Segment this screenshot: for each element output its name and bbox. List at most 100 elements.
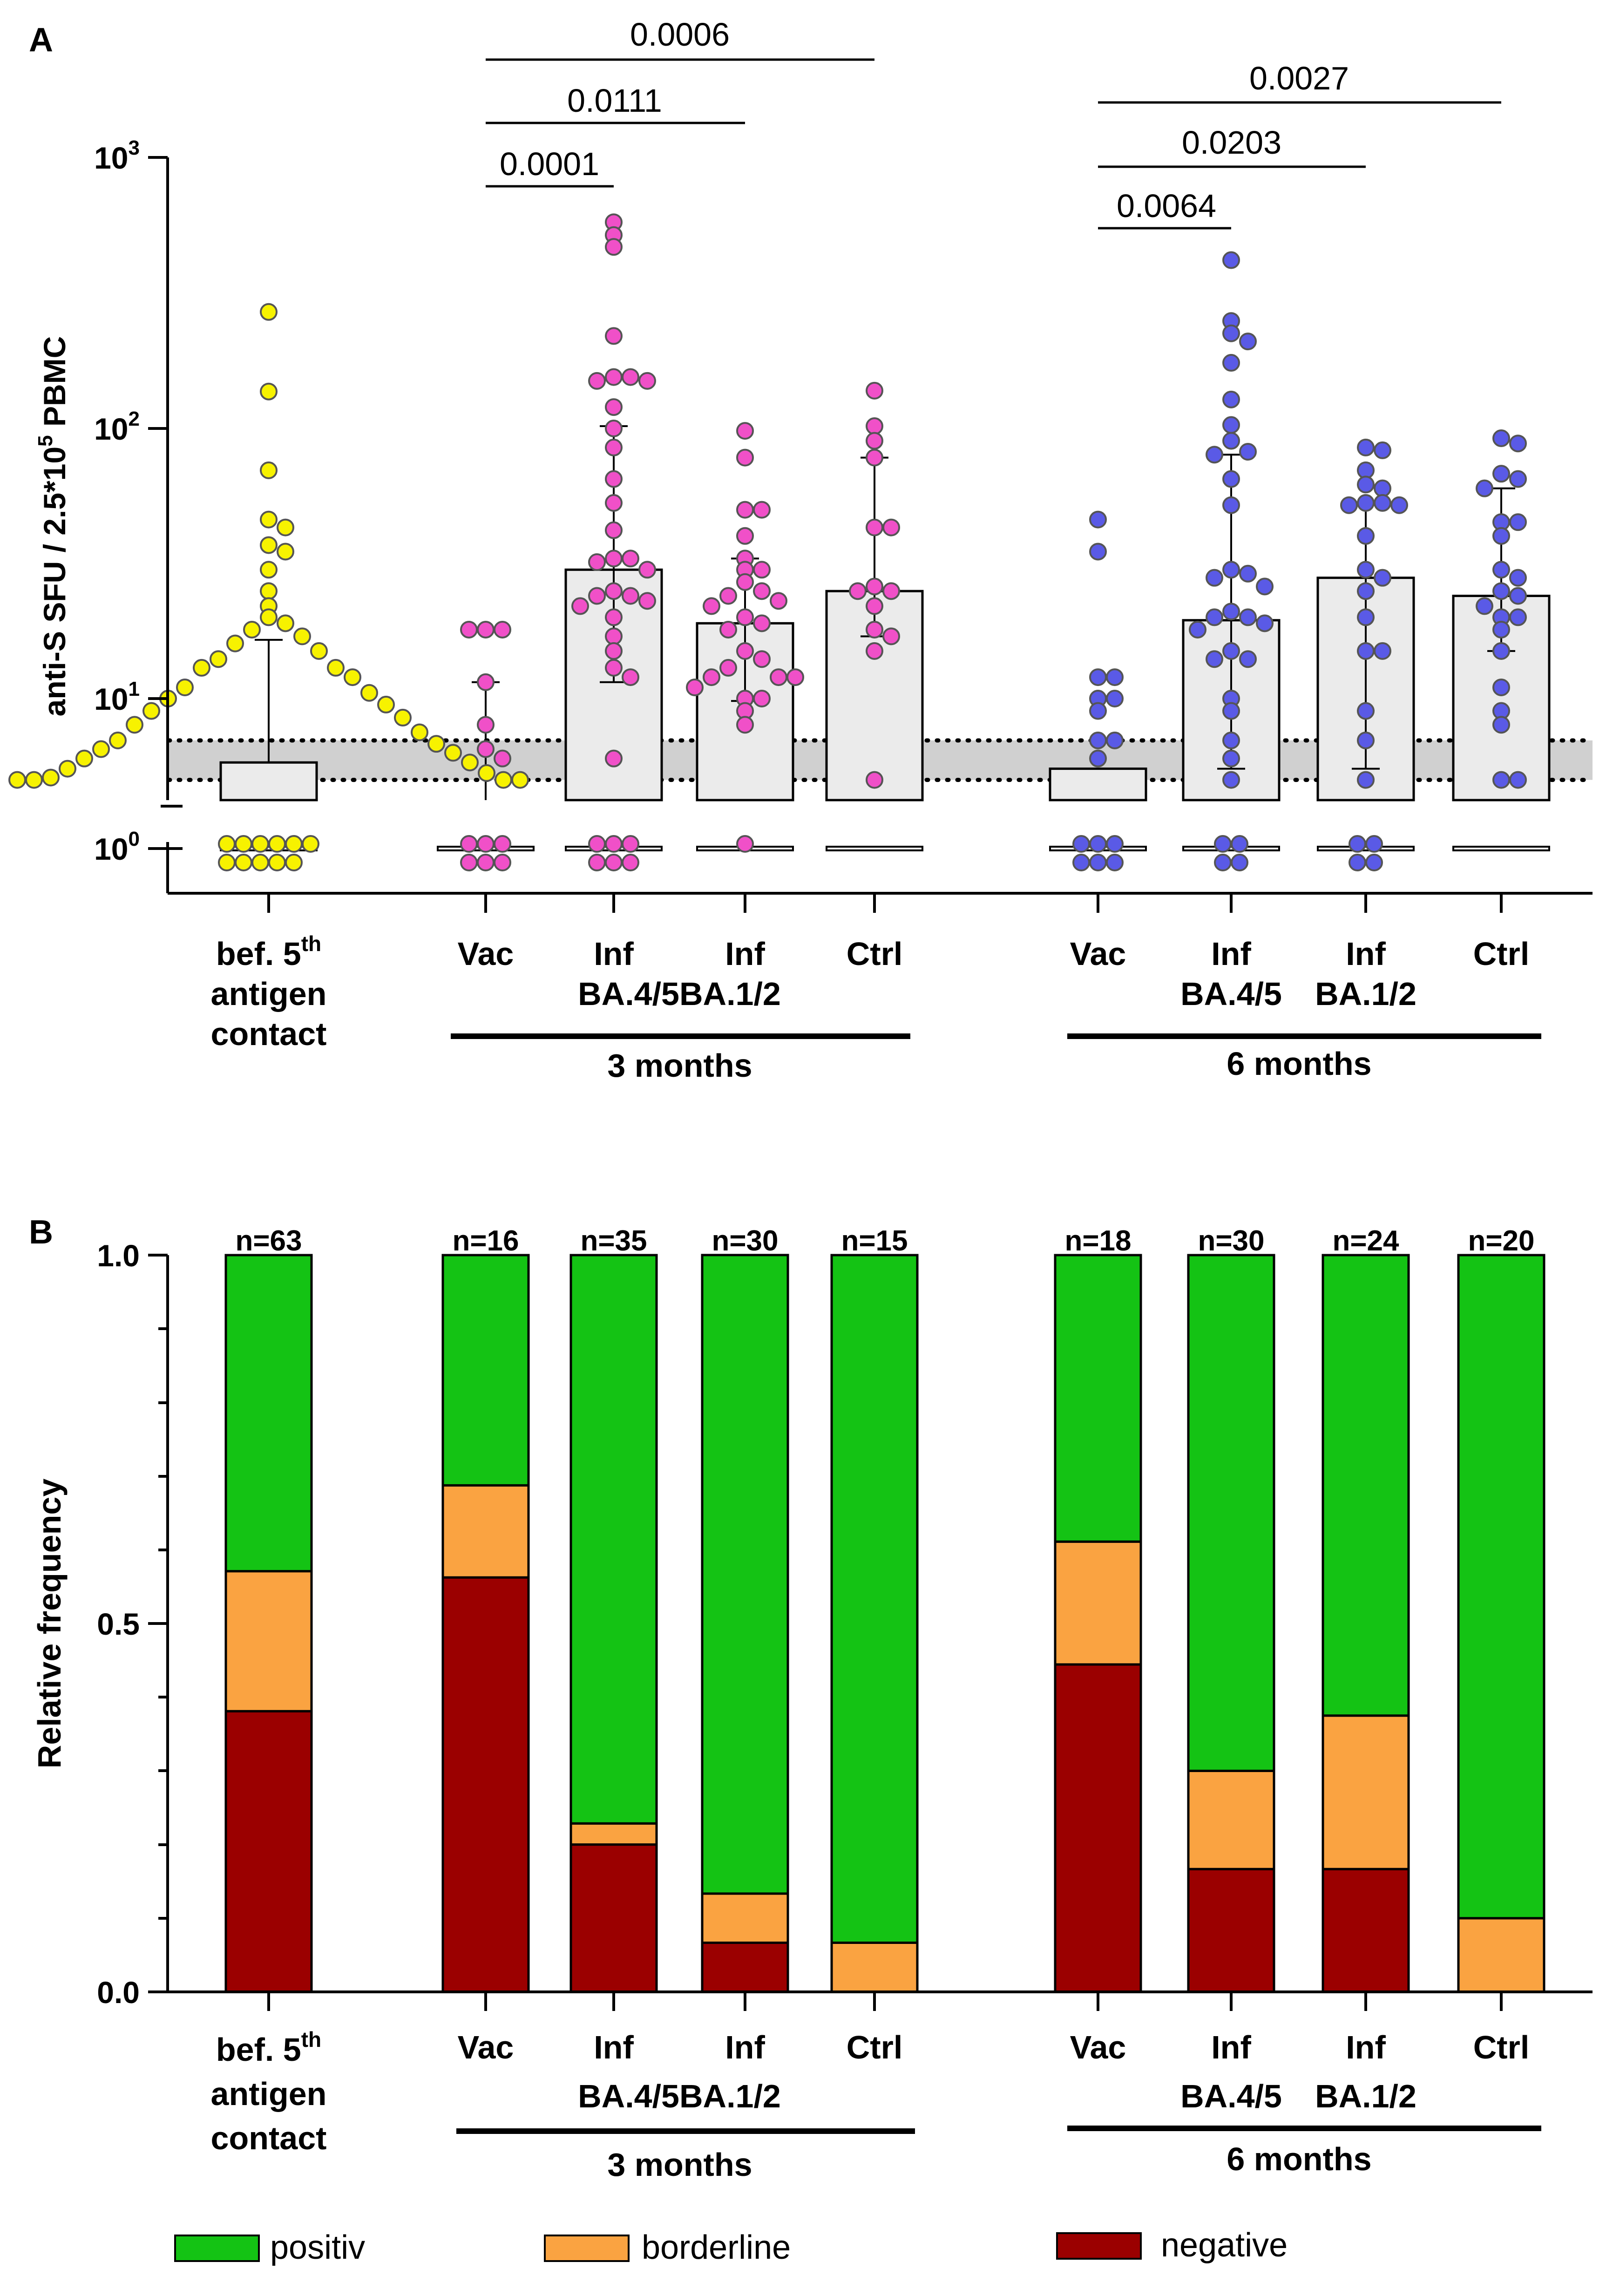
median-bar bbox=[219, 761, 318, 802]
data-point bbox=[1492, 527, 1510, 545]
zero-data-point bbox=[251, 835, 269, 853]
data-point bbox=[753, 650, 771, 668]
data-point bbox=[394, 708, 412, 727]
bar-segment-borderline bbox=[569, 1822, 658, 1846]
data-point bbox=[1492, 561, 1510, 579]
m3-inf-ba12-label: Inf bbox=[725, 936, 765, 972]
data-point bbox=[866, 642, 883, 660]
data-point bbox=[605, 494, 623, 512]
zero-bar bbox=[826, 846, 923, 851]
m3-period-label: 3 months bbox=[607, 1047, 752, 1084]
data-point bbox=[293, 627, 311, 645]
m6-period-label: 6 months bbox=[1227, 1046, 1371, 1082]
data-point bbox=[25, 771, 43, 789]
m6-vac-label: Vac bbox=[1070, 2029, 1126, 2065]
n-label: n=35 bbox=[580, 1225, 647, 1257]
zero-data-point bbox=[477, 835, 495, 853]
data-point bbox=[1492, 582, 1510, 600]
panel-b-bars bbox=[224, 1254, 1545, 1993]
data-point bbox=[622, 368, 639, 386]
bar-segment-positiv bbox=[830, 1254, 919, 1944]
data-point bbox=[1357, 438, 1375, 456]
x-ticks bbox=[267, 893, 1503, 913]
data-point bbox=[786, 668, 804, 686]
n-label: n=24 bbox=[1332, 1225, 1399, 1257]
data-point bbox=[753, 501, 771, 519]
data-point bbox=[344, 668, 361, 686]
data-point bbox=[719, 620, 737, 639]
data-point bbox=[511, 771, 529, 789]
x-ticks-b bbox=[267, 1992, 1503, 2011]
data-point bbox=[260, 461, 278, 479]
data-point bbox=[1340, 496, 1358, 514]
zero-data-point bbox=[1231, 854, 1248, 871]
data-point bbox=[494, 749, 511, 768]
data-point bbox=[605, 470, 623, 488]
data-point bbox=[736, 573, 754, 591]
zero-bar bbox=[220, 846, 318, 851]
panel-b-label: B bbox=[29, 1214, 53, 1251]
data-point bbox=[1239, 333, 1257, 351]
data-point bbox=[1357, 561, 1375, 579]
m3-inf-ba45-label: Inf bbox=[594, 936, 634, 972]
bar-segment-borderline bbox=[1054, 1540, 1142, 1666]
data-point bbox=[260, 608, 278, 626]
m3-inf-ba45-label: Inf bbox=[594, 2029, 634, 2065]
data-point bbox=[753, 614, 771, 632]
data-point bbox=[1492, 465, 1510, 483]
zero-data-point bbox=[460, 835, 478, 853]
n-label: n=15 bbox=[841, 1225, 908, 1257]
y-tick-labels-a: 103 102 101 100 bbox=[94, 136, 140, 866]
data-point bbox=[1089, 702, 1107, 720]
data-point bbox=[736, 501, 754, 519]
data-point bbox=[243, 620, 261, 639]
data-point bbox=[719, 659, 737, 677]
m3-ctrl-label: Ctrl bbox=[847, 936, 903, 972]
data-point bbox=[1492, 716, 1510, 734]
data-point bbox=[1357, 731, 1375, 749]
data-point bbox=[571, 597, 589, 615]
p-value-label: 0.0203 bbox=[1182, 124, 1281, 161]
zero-data-point bbox=[268, 835, 286, 853]
data-point bbox=[277, 518, 294, 537]
bar-segment-borderline bbox=[830, 1941, 919, 1993]
data-point bbox=[703, 668, 720, 686]
zero-data-point bbox=[494, 835, 511, 853]
bar-segment-negative bbox=[441, 1576, 530, 1993]
data-point bbox=[1509, 470, 1527, 488]
zero-data-point bbox=[1106, 854, 1124, 871]
data-point bbox=[1357, 476, 1375, 494]
data-point bbox=[477, 620, 495, 639]
data-point bbox=[1222, 749, 1240, 768]
legend-label-positiv: positiv bbox=[270, 2229, 365, 2266]
data-point bbox=[866, 771, 883, 789]
data-point bbox=[1222, 642, 1240, 660]
data-point bbox=[736, 448, 754, 467]
m3-ctrl-label: Ctrl bbox=[847, 2029, 903, 2065]
data-point bbox=[736, 608, 754, 626]
m3-vac-label: Vac bbox=[458, 2029, 514, 2065]
data-point bbox=[109, 731, 127, 749]
data-point bbox=[1357, 582, 1375, 600]
zero-data-point bbox=[285, 835, 303, 853]
data-point bbox=[193, 659, 210, 677]
zero-bar bbox=[1182, 846, 1280, 851]
data-point bbox=[260, 561, 278, 579]
zero-bar bbox=[1452, 846, 1550, 851]
legend-swatch-borderline bbox=[544, 2235, 630, 2262]
data-point bbox=[736, 642, 754, 660]
zero-data-point bbox=[736, 835, 754, 853]
data-point bbox=[494, 620, 511, 639]
zero-data-point bbox=[494, 854, 511, 871]
data-point bbox=[42, 768, 60, 787]
data-point bbox=[1106, 731, 1124, 749]
data-point bbox=[605, 368, 623, 386]
data-point bbox=[8, 771, 26, 789]
bar-segment-borderline bbox=[1322, 1714, 1410, 1870]
p-value-label: 0.0001 bbox=[500, 146, 599, 182]
n-label: n=30 bbox=[1198, 1225, 1264, 1257]
data-point bbox=[377, 695, 395, 713]
zero-data-point bbox=[588, 835, 606, 853]
zero-data-point bbox=[285, 854, 303, 871]
data-point bbox=[849, 582, 867, 600]
